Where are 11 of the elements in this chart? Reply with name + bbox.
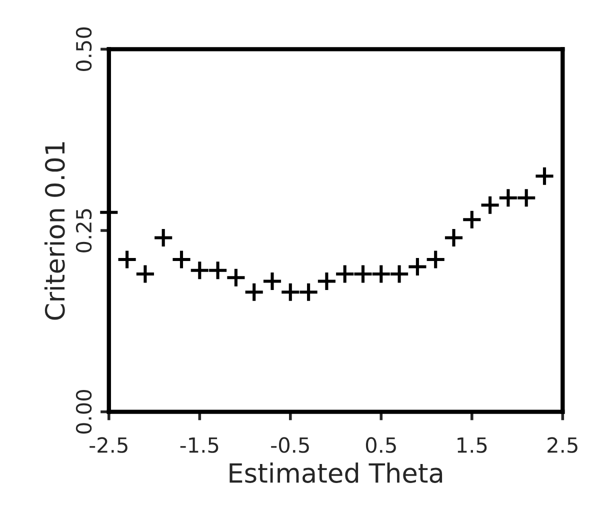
x-tick-label: 2.5 bbox=[548, 437, 578, 453]
x-tick-label: 1.5 bbox=[458, 437, 487, 453]
y-tick-label: 0.00 bbox=[76, 390, 92, 434]
y-tick-label: 0.50 bbox=[76, 27, 92, 72]
x-tick-label: -0.5 bbox=[271, 437, 309, 453]
x-axis-title: Estimated Theta bbox=[230, 462, 442, 483]
x-tick-label: -1.5 bbox=[180, 437, 218, 453]
x-tick-label: 0.5 bbox=[366, 437, 396, 453]
y-tick-label: 0.25 bbox=[76, 209, 92, 252]
y-axis-title: Criterion 0.01 bbox=[44, 142, 65, 320]
x-tick-label: -2.5 bbox=[90, 437, 128, 453]
